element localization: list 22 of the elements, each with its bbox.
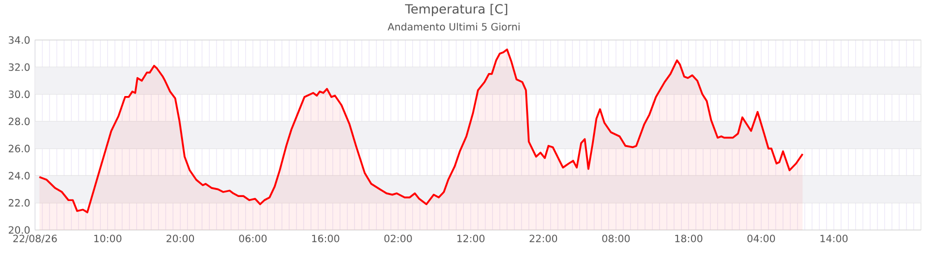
chart-title: Temperatura [C]: [405, 4, 508, 16]
x-tick-label: 10:00: [94, 234, 122, 242]
x-tick-label: 06:00: [239, 234, 267, 242]
x-tick-label: 16:00: [312, 234, 340, 242]
x-tick-label: 04:00: [747, 234, 775, 242]
y-tick-label: 34.0: [8, 36, 30, 44]
x-tick-label: 20:00: [166, 234, 194, 242]
y-tick-label: 32.0: [8, 63, 30, 71]
y-tick-label: 20.0: [8, 226, 30, 234]
x-tick-label: 12:00: [457, 234, 484, 242]
x-tick-label: 22/08/26: [13, 234, 57, 244]
x-tick-label: 18:00: [675, 234, 702, 242]
y-tick-label: 26.0: [8, 144, 30, 152]
x-tick-label: 02:00: [384, 234, 412, 242]
chart-subtitle: Andamento Ultimi 5 Giorni: [388, 22, 520, 31]
y-tick-label: 24.0: [8, 172, 30, 180]
y-tick-label: 30.0: [8, 90, 30, 98]
y-tick-label: 22.0: [8, 199, 30, 207]
x-tick-label: 22:00: [530, 234, 558, 242]
y-tick-label: 28.0: [8, 118, 30, 126]
x-tick-label: 14:00: [820, 234, 848, 242]
x-tick-label: 08:00: [602, 234, 630, 242]
